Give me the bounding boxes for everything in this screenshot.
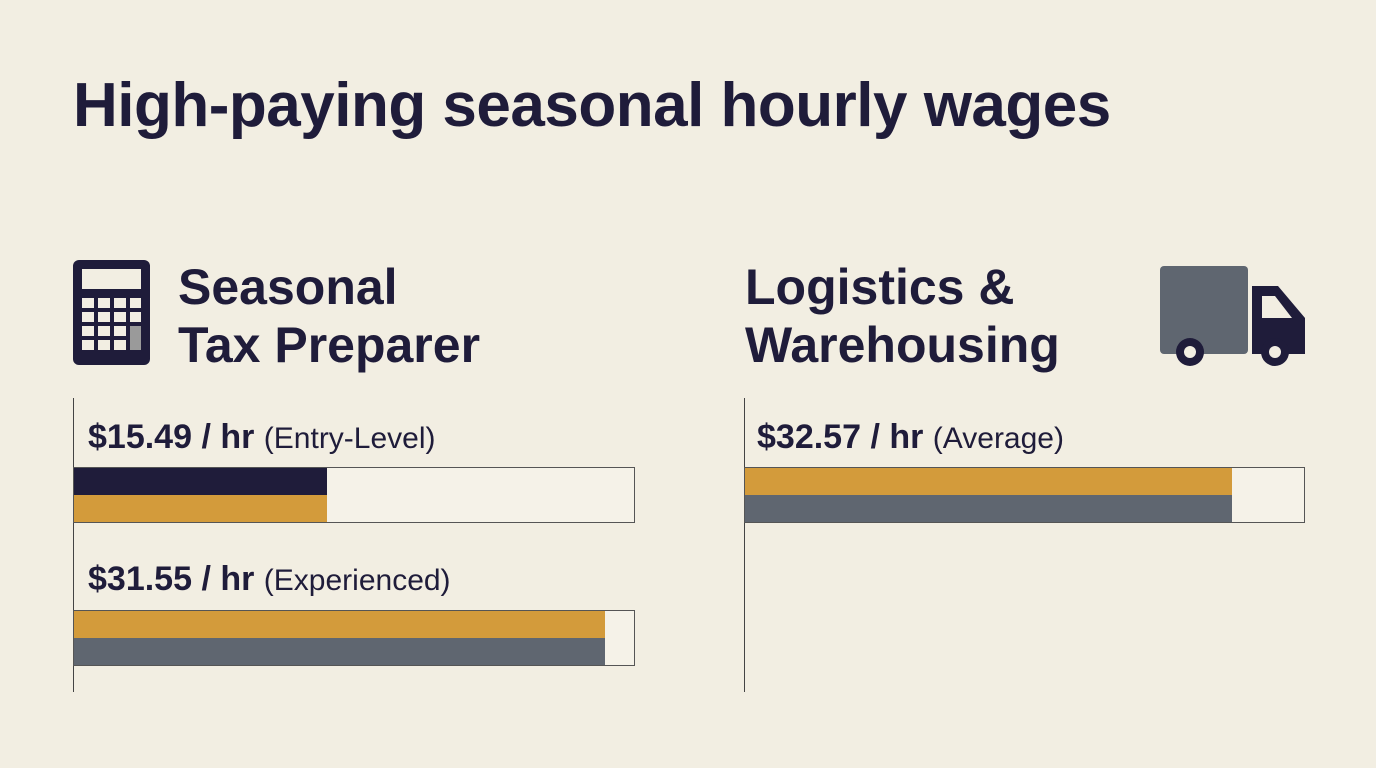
wage-bar: [73, 467, 635, 523]
bar-segment: [74, 611, 605, 638]
wage-note: (Entry-Level): [263, 422, 436, 455]
divider: [73, 398, 74, 692]
panel-heading: Logistics &: [745, 259, 1015, 315]
wage-bar: [73, 610, 635, 666]
divider: [744, 398, 745, 692]
bar-segment: [745, 495, 1232, 522]
panel-heading: Tax Preparer: [178, 317, 481, 373]
wage-bar: [744, 467, 1305, 523]
bar-segment: [74, 638, 605, 665]
wage-label: $31.55 / hr (Experienced): [88, 560, 451, 599]
page-title: High-paying seasonal hourly wages: [73, 71, 1111, 140]
wage-note: (Experienced): [263, 564, 451, 597]
wage-label: $15.49 / hr (Entry-Level): [88, 418, 436, 457]
wage-rate: $31.55 / hr: [88, 560, 255, 598]
panel-heading: Warehousing: [745, 317, 1060, 373]
wage-note: (Average): [932, 422, 1064, 455]
bar-segment: [74, 468, 327, 495]
bar-segment: [74, 495, 327, 522]
wage-rate: $15.49 / hr: [88, 418, 255, 456]
bar-segment: [745, 468, 1232, 495]
truck-icon: [1160, 266, 1305, 366]
wage-label: $32.57 / hr (Average): [757, 418, 1064, 457]
calculator-icon: [73, 260, 150, 365]
panel-heading: Seasonal: [178, 259, 398, 315]
wage-rate: $32.57 / hr: [757, 418, 924, 456]
